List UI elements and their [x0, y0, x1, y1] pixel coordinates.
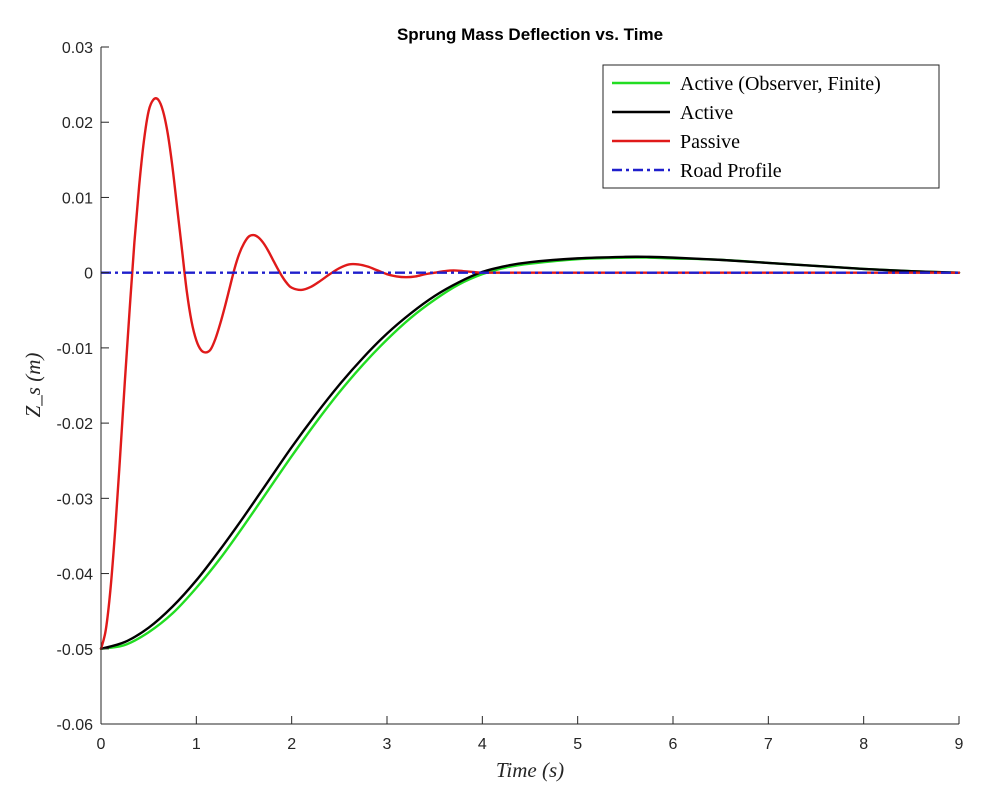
x-tick-label: 7 [764, 736, 773, 753]
axes [100, 47, 959, 725]
chart-title: Sprung Mass Deflection vs. Time [397, 25, 663, 44]
legend-items: Active (Observer, Finite) Active Passive Ro… [612, 73, 881, 182]
legend-label: Active (Observer, Finite) [680, 73, 881, 95]
y-tick-label: 0.01 [62, 190, 93, 207]
x-tick-label: 5 [573, 736, 582, 753]
y-axis-label: Z_s (m) [21, 353, 45, 418]
legend: Active (Observer, Finite) Active Passive Ro… [602, 64, 940, 189]
y-tick-label: -0.06 [57, 717, 94, 734]
x-axis-label: Time (s) [496, 758, 564, 782]
x-tick-label: 3 [383, 736, 392, 753]
x-tick-label: 0 [97, 736, 106, 753]
x-tick-label: 1 [192, 736, 201, 753]
y-tick-label: -0.01 [57, 341, 94, 358]
y-tick-label: 0.03 [62, 40, 93, 57]
x-tick-label: 8 [859, 736, 868, 753]
x-tick-label: 4 [478, 736, 487, 753]
y-tick-label: -0.03 [57, 491, 94, 508]
legend-label: Road Profile [680, 160, 782, 182]
y-tick-label: -0.04 [57, 567, 94, 584]
y-tick-label: -0.05 [57, 642, 94, 659]
x-tick-label: 6 [669, 736, 678, 753]
series-line-passive [99, 97, 961, 650]
x-tick-label: 9 [955, 736, 964, 753]
y-ticks: -0.06 -0.05 -0.04 -0.03 -0.02 -0.01 0 0.01 0.02 0… [57, 40, 109, 734]
series-line-active [99, 255, 961, 650]
y-tick-label: -0.02 [57, 416, 94, 433]
x-tick-label: 2 [287, 736, 296, 753]
y-tick-label: 0 [84, 266, 93, 283]
y-tick-label: 0.02 [62, 115, 93, 132]
legend-label: Passive [680, 131, 740, 153]
legend-label: Active [680, 102, 733, 124]
legend-box [602, 64, 940, 189]
series-layer [99, 97, 961, 650]
x-ticks: 0 1 2 3 4 5 6 7 8 9 [97, 716, 964, 753]
